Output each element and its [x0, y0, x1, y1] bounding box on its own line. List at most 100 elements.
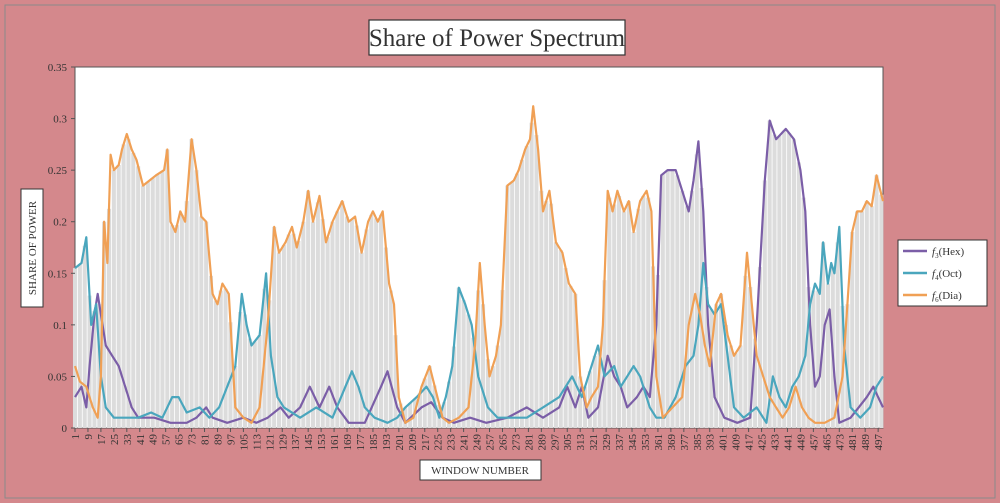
- background-bar: [481, 304, 486, 428]
- x-axis-label: WINDOW NUMBER: [431, 465, 530, 477]
- background-bar: [850, 232, 855, 428]
- x-tick-label: 113: [251, 434, 263, 451]
- background-bar: [374, 218, 379, 428]
- background-bar: [699, 188, 704, 428]
- background-bar: [238, 311, 243, 428]
- background-bar: [223, 288, 228, 428]
- x-tick-label: 153: [316, 434, 328, 451]
- background-bar: [417, 392, 422, 428]
- x-tick-label: 481: [847, 434, 859, 451]
- background-bar: [816, 290, 821, 428]
- x-tick-label: 401: [718, 434, 730, 451]
- background-bar: [369, 214, 374, 428]
- background-bar: [388, 290, 393, 428]
- background-bar: [286, 234, 291, 428]
- x-tick-label: 329: [601, 434, 613, 451]
- background-bar: [354, 225, 359, 428]
- background-bar: [330, 221, 335, 428]
- background-bar: [665, 170, 670, 428]
- x-tick-label: 233: [446, 434, 458, 451]
- background-bar: [345, 216, 350, 428]
- background-bar: [558, 250, 563, 428]
- x-tick-label: 89: [213, 434, 225, 446]
- background-bar: [636, 208, 641, 428]
- background-bar: [879, 194, 884, 428]
- y-tick-label: 0.3: [53, 114, 67, 126]
- background-bar: [743, 275, 748, 428]
- background-bar: [787, 133, 792, 429]
- background-bar: [145, 181, 150, 428]
- background-bar: [719, 293, 724, 428]
- x-tick-label: 73: [187, 434, 199, 446]
- background-bar: [276, 252, 282, 428]
- x-tick-label: 377: [679, 434, 691, 451]
- series-layer: [73, 105, 885, 424]
- background-bar: [121, 144, 126, 428]
- x-tick-label: 465: [821, 434, 833, 451]
- background-bar: [160, 171, 165, 428]
- background-bar: [738, 345, 743, 428]
- background-bar: [170, 225, 175, 428]
- x-tick-label: 49: [148, 434, 160, 446]
- x-tick-label: 17: [96, 434, 108, 446]
- y-axis-label-box: [20, 188, 44, 308]
- background-bar: [767, 120, 772, 429]
- background-bar: [77, 264, 82, 428]
- x-tick-label: 241: [459, 434, 471, 451]
- x-tick-label: 209: [407, 434, 419, 451]
- background-bar: [194, 170, 199, 428]
- background-bar: [651, 266, 656, 428]
- background-bar: [855, 211, 860, 428]
- background-bar: [291, 233, 296, 428]
- x-tick-label: 433: [770, 434, 782, 451]
- background-bar: [257, 335, 262, 428]
- background-bar: [495, 345, 500, 428]
- x-tick-label: 273: [510, 434, 522, 451]
- background-bar: [461, 300, 466, 428]
- background-bar: [796, 162, 801, 428]
- x-tick-label: 369: [666, 434, 678, 451]
- background-bar: [655, 275, 660, 428]
- legend-label: f3(Hex): [932, 246, 965, 260]
- x-tick-label: 193: [381, 434, 393, 451]
- x-tick-label: 393: [705, 434, 717, 451]
- x-tick-label: 321: [588, 434, 600, 451]
- background-bar: [131, 152, 136, 428]
- x-tick-label: 33: [122, 434, 134, 446]
- background-bar: [189, 139, 194, 428]
- y-tick-label: 0.1: [53, 320, 67, 332]
- y-axis-label-group: SHARE OF POWER: [20, 188, 44, 308]
- background-bar: [106, 208, 112, 428]
- background-bar: [694, 154, 699, 428]
- background-bar: [383, 247, 388, 428]
- y-tick-label: 0.15: [48, 268, 68, 280]
- x-tick-label: 305: [562, 434, 574, 451]
- background-bar: [626, 201, 631, 428]
- background-bar: [714, 304, 719, 428]
- background-bar: [102, 221, 107, 428]
- background-bar: [315, 202, 320, 428]
- x-tick-label: 257: [485, 434, 497, 451]
- background-bar: [529, 122, 534, 428]
- x-tick-label: 41: [135, 434, 147, 445]
- legend: f3(Hex) f4(Oct) f6(Dia): [897, 239, 988, 307]
- series-line-dia: [73, 105, 885, 424]
- background-bar: [393, 335, 398, 428]
- x-tick-label: 81: [200, 434, 212, 445]
- background-bar: [617, 195, 622, 428]
- x-tick-label: 9: [83, 434, 95, 440]
- background-bar: [306, 190, 311, 428]
- background-bar: [111, 170, 116, 428]
- background-bar: [179, 214, 184, 428]
- background-bar: [597, 353, 602, 428]
- background-bar: [519, 159, 524, 429]
- y-tick-label: 0.25: [48, 165, 68, 177]
- background-bar: [835, 242, 840, 428]
- x-tick-label: 361: [653, 434, 665, 451]
- background-bar: [218, 290, 223, 428]
- background-bar: [568, 286, 573, 428]
- background-bar: [199, 216, 204, 428]
- x-tick-label: 97: [225, 434, 237, 446]
- background-bar: [748, 287, 753, 428]
- background-bar: [310, 221, 316, 428]
